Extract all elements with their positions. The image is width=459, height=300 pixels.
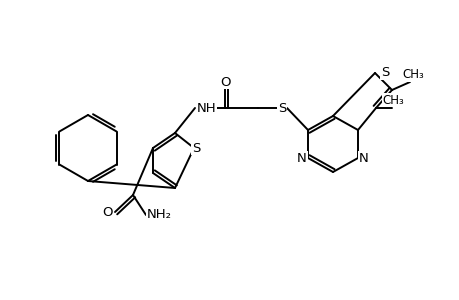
- Text: O: O: [220, 76, 231, 88]
- Text: CH₃: CH₃: [381, 94, 403, 106]
- Text: S: S: [277, 101, 285, 115]
- Text: O: O: [102, 206, 113, 218]
- Text: N: N: [358, 152, 368, 164]
- Text: CH₃: CH₃: [401, 68, 423, 82]
- Text: S: S: [191, 142, 200, 154]
- Text: NH₂: NH₂: [146, 208, 171, 221]
- Text: NH: NH: [197, 101, 216, 115]
- Text: N: N: [297, 152, 306, 164]
- Text: S: S: [380, 67, 388, 80]
